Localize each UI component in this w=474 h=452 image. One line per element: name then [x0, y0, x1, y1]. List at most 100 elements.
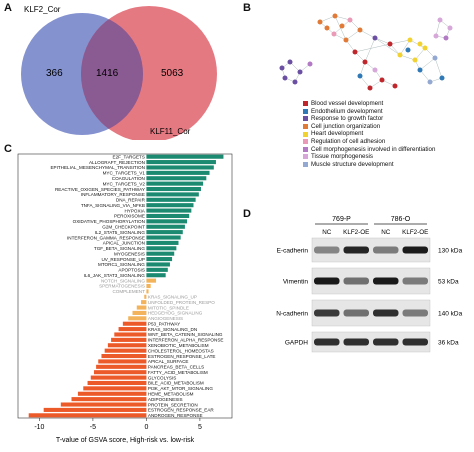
bar-estrogen-response-late — [101, 353, 147, 359]
bar-label: P53_PATHWAY — [148, 321, 180, 326]
bar-pi3k-akt-mtor-signaling — [83, 386, 147, 391]
legend-swatch — [303, 108, 308, 114]
condition-label: KLF2-OE — [402, 229, 428, 236]
condition-label: KLF2-OE — [343, 229, 369, 236]
protein-band — [343, 277, 369, 285]
x-tick-label: -10 — [34, 424, 44, 431]
bar-adipogenesis — [71, 397, 147, 402]
legend-item: Blood vessel development — [303, 100, 435, 108]
bar-pancreas-beta-cells — [96, 364, 147, 369]
protein-band — [343, 338, 369, 346]
legend-label: Response to growth factor — [311, 115, 384, 123]
bar-inflammatory-response — [146, 192, 199, 197]
network-edges — [281, 15, 451, 89]
legend-item: Heart development — [303, 130, 435, 138]
bar-androgen-response — [28, 413, 147, 418]
molecular-weight-label: 140 kDa — [438, 311, 463, 318]
bar-label: HEDGEHOG_SIGNALING — [148, 311, 203, 316]
bar-label: COAGULATION — [112, 176, 145, 181]
bar-label: MITOTIC_SPINDLE — [148, 305, 189, 310]
bar-label: KRAS_SIGNALING_UP — [148, 295, 197, 300]
bar-il2-stat5-signaling — [146, 230, 183, 235]
protein-label: Vimentin — [283, 279, 309, 286]
bar-label: REACTIVE_OXIGEN_SPECIES_PATHWAY — [55, 187, 145, 192]
bar-mitotic-spindle — [136, 305, 147, 310]
protein-band — [314, 338, 340, 346]
bar-label: TGF_BETA_SIGNALING — [94, 246, 145, 251]
protein-band — [373, 309, 399, 317]
bar-label: COMPLEMENT — [112, 289, 145, 294]
bar-protein-secretion — [60, 402, 147, 407]
x-axis-label: T-value of GSVA score, High-risk vs. low… — [56, 437, 195, 444]
venn-diagram: KLF2_Cor KLF11_Cor 366 1416 5063 — [21, 5, 217, 140]
bar-label: HEME_METABOLISM — [148, 392, 194, 397]
bar-label: CHOLESTEROL_HOMEOSTAS — [148, 348, 214, 353]
molecular-weight-label: 36 kDa — [438, 340, 459, 347]
legend-swatch — [303, 154, 308, 160]
bar-reactive-oxigen-species-pathway — [146, 186, 201, 192]
legend-item: Muscle structure development — [303, 161, 435, 169]
venn-left-title: KLF2_Cor — [24, 5, 61, 14]
legend-label: Heart development — [311, 130, 364, 138]
bar-cholesterol-homeostasis — [104, 348, 147, 353]
bar-peroxisome — [146, 213, 190, 219]
legend-swatch — [303, 124, 308, 130]
protein-label: N-cadherin — [276, 311, 308, 318]
bar-angiogenesis — [128, 316, 147, 321]
legend-swatch — [303, 146, 308, 152]
bar-label: APOPTOSIS — [118, 268, 144, 273]
bar-label: PANCREAS_BETA_CELLS — [148, 365, 204, 370]
cell-line-label: 769-P — [332, 216, 351, 223]
bar-xenobiotic-metabolism — [107, 343, 147, 348]
legend-label: Regulation of cell adhesion — [311, 137, 386, 145]
bar-label: MYC_TARGETS_V2 — [103, 181, 146, 186]
bar-hypoxia — [146, 208, 192, 213]
bar-label: APICAL_SURFACE — [148, 359, 189, 364]
bar-label: PEROXISOME — [114, 214, 145, 219]
protein-label: GAPDH — [285, 340, 308, 347]
bar-complement — [146, 289, 149, 294]
legend-label: Blood vessel development — [311, 100, 384, 107]
bar-label: ESTROGEN_RESPONSE_LATE — [148, 354, 216, 359]
bar-label: E2F_TARGETS — [113, 154, 145, 159]
bar-allograft-rejection — [146, 160, 216, 165]
bar-label: ANDROGEN_RESPONSE — [148, 413, 203, 418]
bar-notch-signaling — [146, 278, 157, 283]
bar-label: MYC_TARGETS_V1 — [103, 171, 146, 176]
cell-line-label: 786-O — [391, 216, 411, 223]
venn-right-count: 5063 — [161, 68, 184, 79]
bar-myc-targets-v2 — [146, 181, 204, 186]
protein-band — [373, 338, 399, 346]
bar-heme-metabolism — [77, 391, 147, 396]
bar-label: ANGIOGENESIS — [148, 316, 183, 321]
protein-band — [373, 246, 399, 254]
bar-label: ADIPOGENESIS — [148, 397, 183, 402]
protein-label: E-cadherin — [277, 248, 309, 255]
legend-swatch — [303, 101, 308, 107]
x-tick-label: -5 — [90, 424, 96, 431]
panel-a-label: A — [4, 2, 12, 14]
bar-estrogen-response-early — [43, 407, 147, 412]
bar-e2f-targets — [146, 154, 224, 159]
network-nodes — [279, 13, 453, 91]
protein-band — [314, 246, 340, 254]
bar-myc-targets-v1 — [146, 170, 210, 175]
bar-label: SPERMATOGENESIS — [99, 284, 145, 289]
bar-label: INFLAMMATORY_RESPONSE — [81, 192, 145, 197]
x-tick-label: 5 — [198, 424, 202, 431]
bar-spermatogenesis — [146, 283, 151, 289]
venn-left-count: 366 — [46, 68, 63, 79]
bar-label: IL6_JAK_STAT3_SIGNALING — [84, 273, 146, 278]
bar-label: GLYCOLYSIS — [148, 375, 176, 380]
venn-right-title: KLF11_Cor — [150, 127, 191, 136]
bar-label: OXIDATIVE_PHOSPHORYLATION — [73, 219, 145, 224]
legend-swatch — [303, 116, 308, 122]
protein-band — [402, 338, 428, 346]
panel-d-label: D — [243, 208, 251, 220]
legend-label: Tissue morphogenesis — [311, 153, 374, 161]
venn-overlap — [81, 13, 143, 135]
panel-c-label: C — [4, 143, 12, 155]
bar-kras-signaling-up — [144, 294, 147, 299]
legend-item: Tissue morphogenesis — [303, 153, 435, 161]
bar-label: APICAL_JUNCTION — [103, 241, 145, 246]
